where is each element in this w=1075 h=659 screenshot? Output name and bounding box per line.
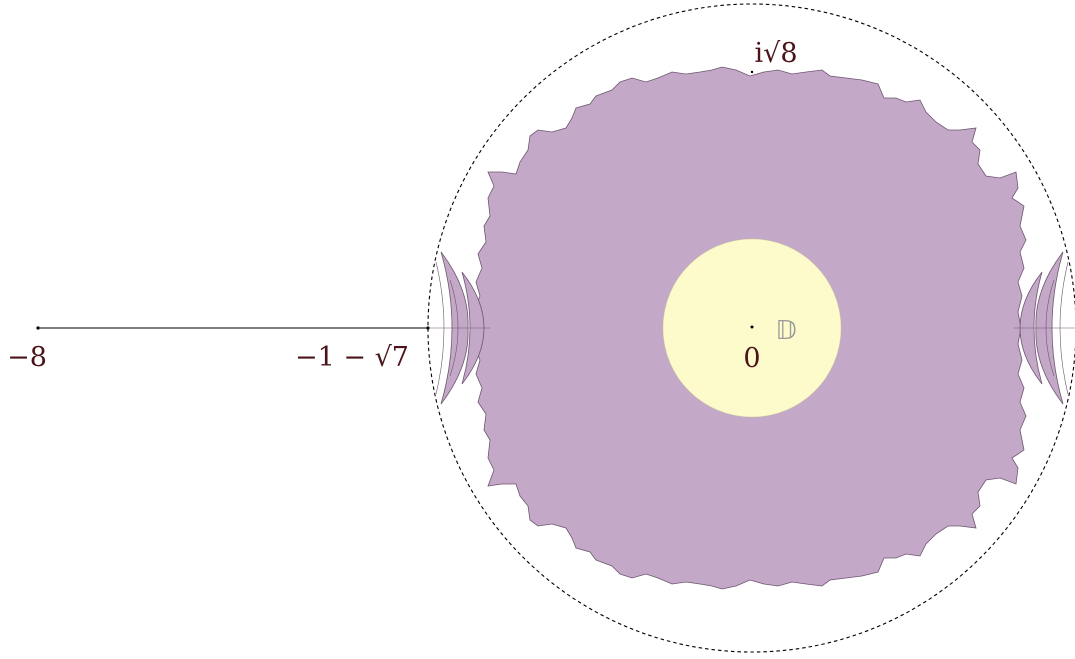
- origin-point: [750, 325, 754, 329]
- label-disk: 𝔻: [775, 316, 796, 346]
- label-zero: 0: [743, 343, 760, 374]
- point-minus-eight: [36, 326, 40, 330]
- top-point: [750, 70, 754, 74]
- right-lens-lines: [1014, 261, 1075, 395]
- label-minus-one-minus-sqrt7: −1 − √7: [295, 342, 409, 373]
- left-lens-lines: [428, 261, 490, 395]
- label-i-sqrt8: i√8: [754, 38, 797, 69]
- label-minus-eight: −8: [7, 342, 47, 373]
